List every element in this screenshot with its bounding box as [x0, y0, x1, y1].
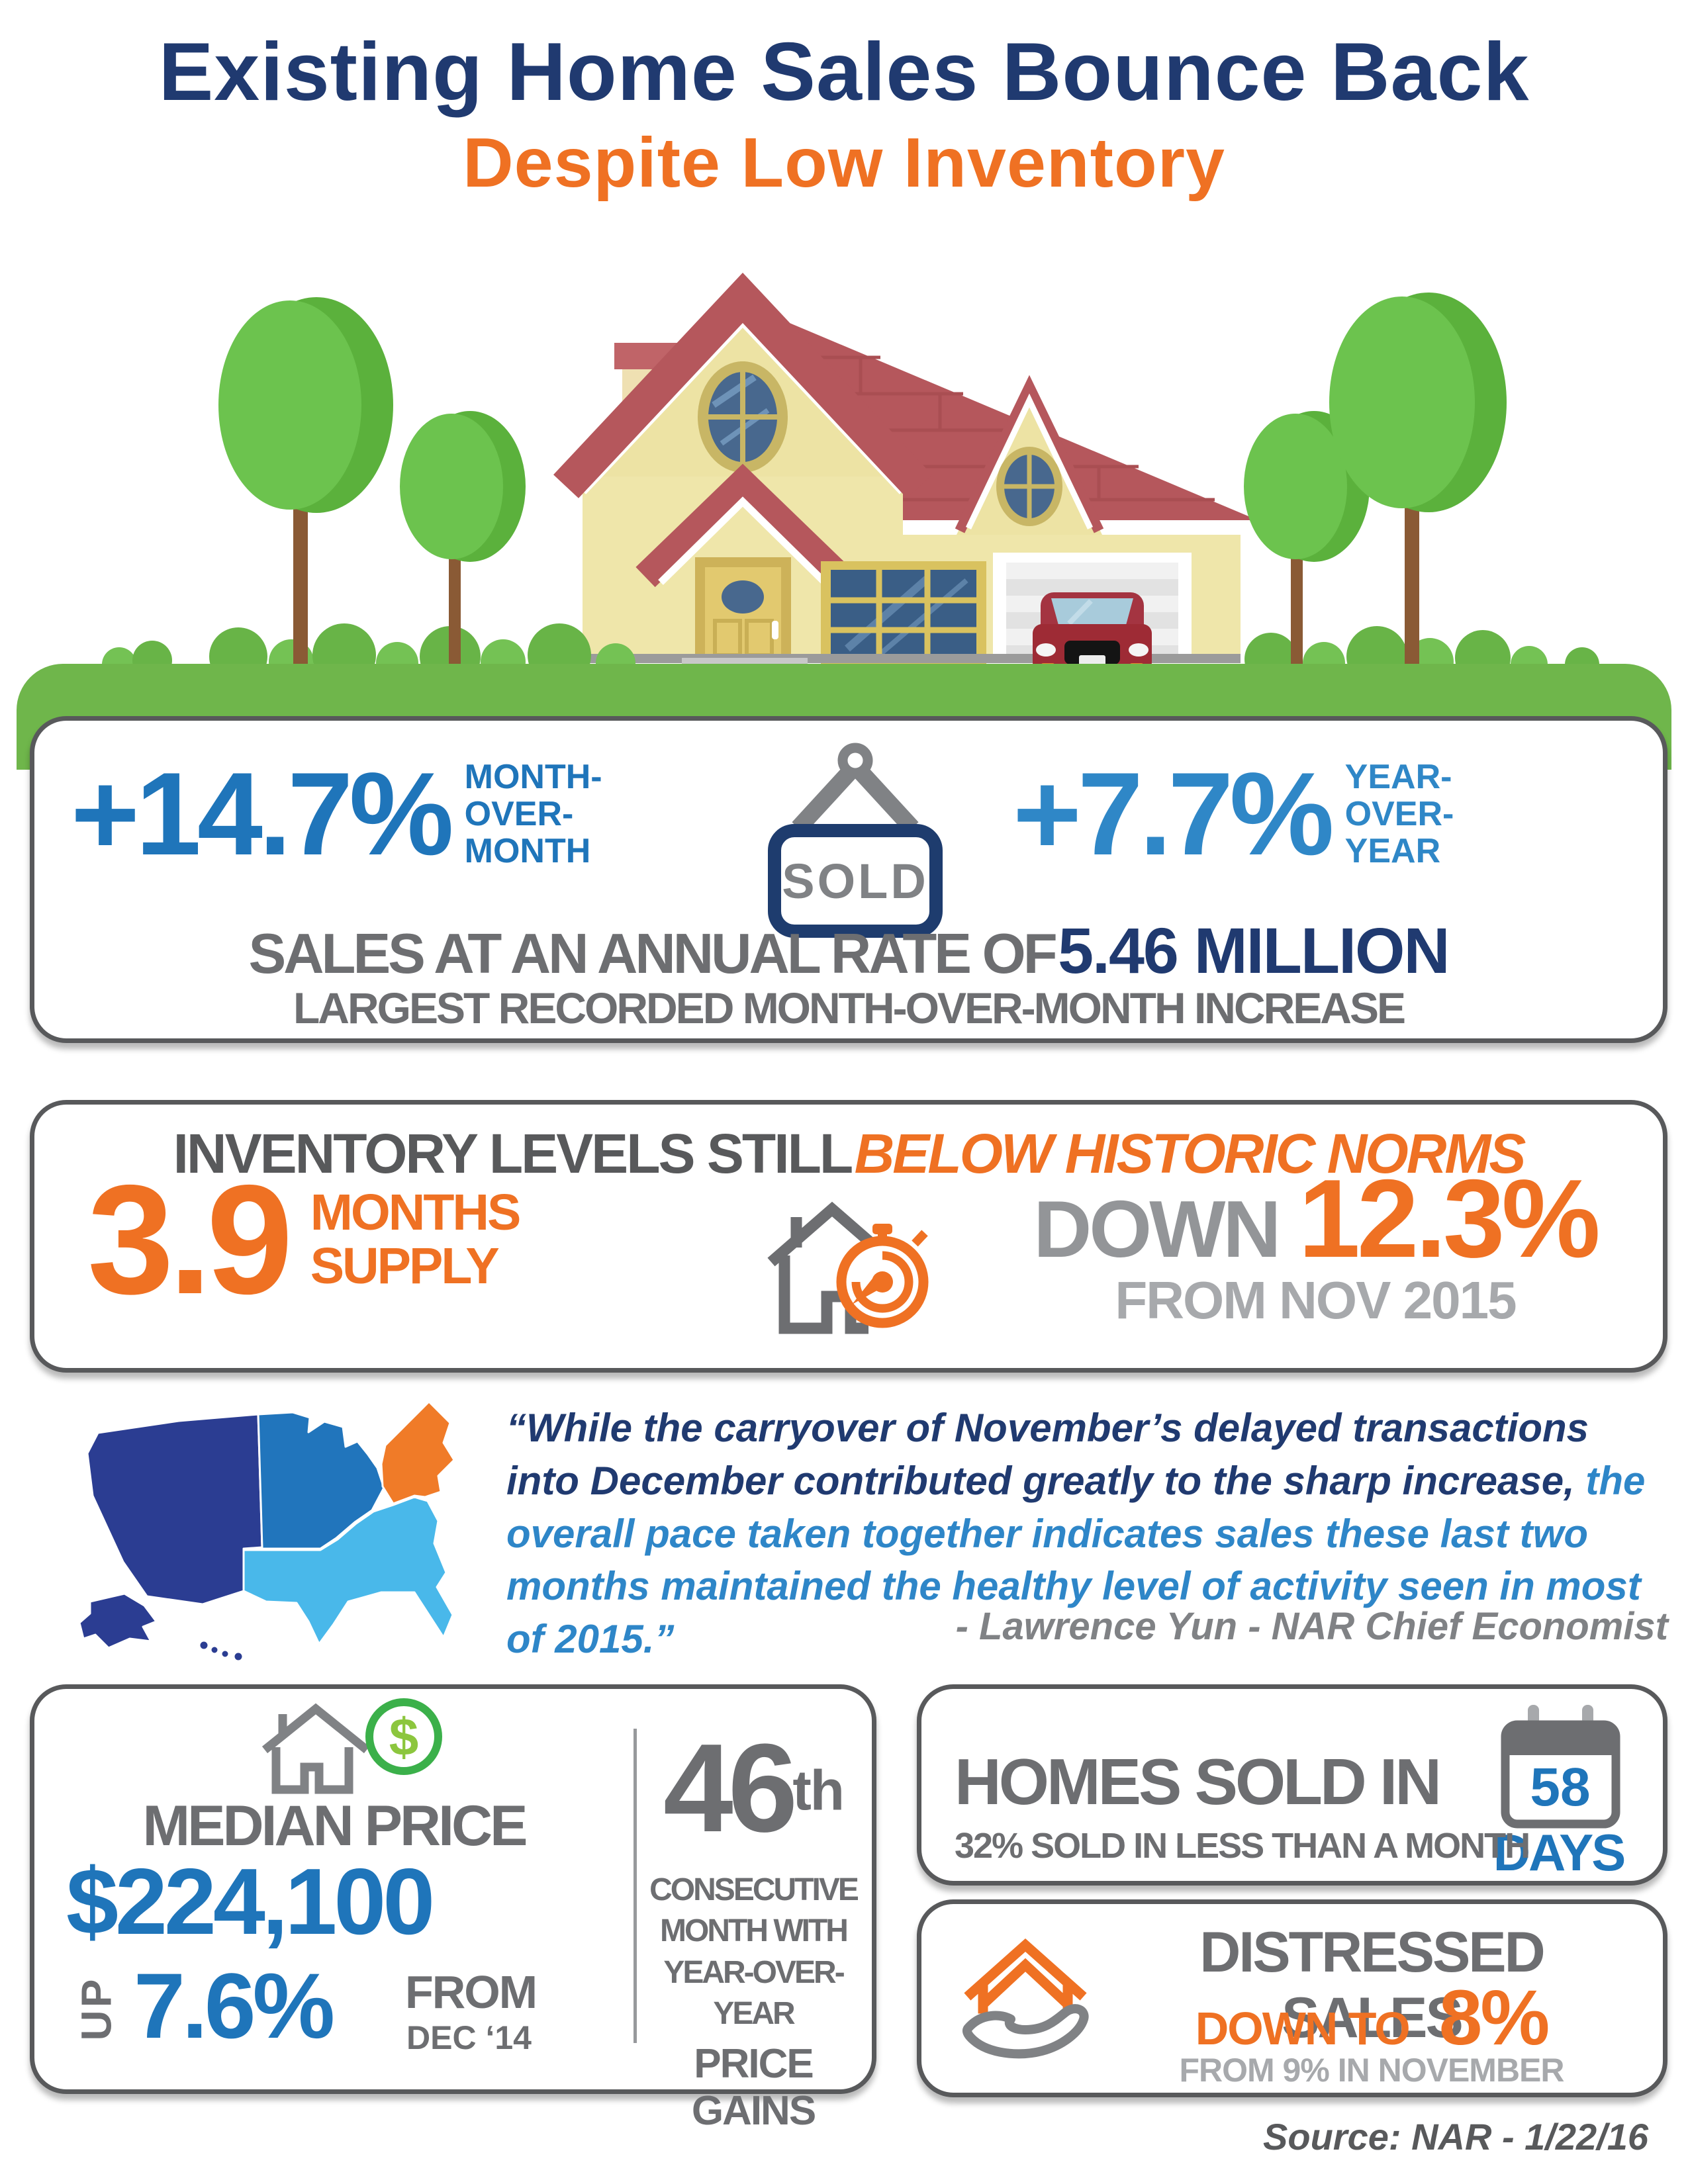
annual-rate-prefix: SALES AT AN ANNUAL RATE OF: [248, 923, 1057, 985]
sold-sign-label: SOLD: [782, 854, 929, 909]
down-to-label: DOWN TO: [1195, 2003, 1411, 2054]
homes-sold-box: HOMES SOLD IN 58 DAYS 32% SOLD IN LESS T…: [917, 1684, 1667, 1886]
inventory-headline-gray: INVENTORY LEVELS STILL: [173, 1122, 854, 1185]
supply-label: MONTHS SUPPLY: [310, 1183, 522, 1295]
quote-attribution: - Lawrence Yun - NAR Chief Economist: [955, 1605, 1668, 1648]
us-region-map: [78, 1400, 455, 1661]
homes-sold-headline: HOMES SOLD IN: [955, 1745, 1442, 1818]
sales-footnote: LARGEST RECORDED MONTH-OVER-MONTH INCREA…: [293, 983, 1406, 1032]
yoy-value: +7.7%: [1013, 748, 1335, 880]
year-over-year-stat: +7.7% YEAR- OVER- YEAR: [1013, 755, 1454, 873]
mom-value: +14.7%: [71, 748, 454, 880]
hand-house-icon: [962, 1938, 1089, 2059]
map-hawaii: [198, 1639, 244, 1661]
inventory-headline-orange: BELOW HISTORIC NORMS: [854, 1122, 1526, 1185]
house-stopwatch-icon: [767, 1201, 929, 1334]
median-price-value: $224,100: [66, 1849, 435, 1954]
annual-rate-value: 5.46 MILLION: [1058, 915, 1450, 987]
month-over-month-stat: +14.7% MONTH- OVER- MONTH: [71, 755, 602, 873]
days-value: 58: [1530, 1757, 1590, 1817]
distressed-subtext: FROM 9% IN NOVEMBER: [1179, 2052, 1564, 2089]
rank-bold-label: PRICE GAINS: [691, 2040, 816, 2134]
quote-lead: “While the carryover of November’s delay…: [506, 1406, 1589, 1503]
from-date: DEC ‘14: [406, 2019, 532, 2056]
months-supply-stat: 3.9 MONTHS SUPPLY: [87, 1152, 522, 1326]
rank-suffix: th: [792, 1759, 845, 1823]
sales-stats-box: +14.7% MONTH- OVER- MONTH SOLD +7.7% YEA…: [30, 716, 1667, 1043]
from-label: FROM: [405, 1966, 538, 2018]
rank-value: 46th: [663, 1718, 845, 1858]
vertical-divider: [633, 1729, 637, 2043]
mom-label: MONTH- OVER- MONTH: [464, 757, 602, 871]
supply-value: 3.9: [87, 1152, 293, 1326]
map-region-northeast: [380, 1400, 455, 1505]
map-region-midwest: [257, 1411, 385, 1550]
quote-body: the overall pace taken together indicate…: [506, 1458, 1646, 1662]
inventory-box: INVENTORY LEVELS STILL BELOW HISTORIC NO…: [30, 1100, 1667, 1373]
house-illustration: [553, 272, 1264, 672]
economist-quote: “While the carryover of November’s delay…: [506, 1402, 1668, 1666]
tree-left-small: [400, 411, 526, 665]
down-value: 12.3%: [1298, 1156, 1600, 1281]
up-value: 7.6%: [134, 1954, 335, 2058]
dollar-sign: $: [389, 1707, 419, 1766]
sold-sign-icon: SOLD: [768, 743, 943, 938]
tree-left-large: [218, 297, 393, 665]
distressed-stat: DOWN TO 8%: [1107, 1973, 1636, 2063]
tree-right-large: [1329, 293, 1507, 665]
consecutive-month-stat: 46th CONSECUTIVE MONTH WITH YEAR-OVER-YE…: [638, 1725, 868, 2134]
house-dollar-icon: $: [261, 1698, 442, 1794]
calendar-icon: 58: [1501, 1705, 1620, 1829]
rank-description: CONSECUTIVE MONTH WITH YEAR-OVER-YEAR: [649, 1872, 859, 2032]
median-price-title: MEDIAN PRICE: [142, 1794, 528, 1858]
days-label: DAYS: [1493, 1823, 1626, 1882]
homes-sold-subtext: 32% SOLD IN LESS THAN A MONTH: [955, 1826, 1530, 1866]
down-stat: DOWN 12.3% FROM NOV 2015: [981, 1163, 1650, 1331]
down-label: DOWN: [1033, 1184, 1281, 1274]
distressed-headline: DISTRESSED SALES: [1199, 1921, 1546, 2050]
distressed-sales-box: DISTRESSED SALES DOWN TO 8% FROM 9% IN N…: [917, 1899, 1667, 2097]
map-region-west: [86, 1413, 263, 1606]
map-region-south: [242, 1496, 454, 1645]
yoy-label: YEAR- OVER- YEAR: [1344, 757, 1454, 871]
page-title: Existing Home Sales Bounce Back: [158, 26, 1530, 118]
house-scene-illustration: [102, 272, 1599, 672]
map-alaska: [78, 1592, 158, 1649]
down-subtext: FROM NOV 2015: [1115, 1271, 1517, 1330]
page-subtitle: Despite Low Inventory: [463, 124, 1225, 202]
car-illustration: [1033, 592, 1152, 672]
up-label: UP: [72, 1976, 120, 2041]
source-citation: Source: NAR - 1/22/16: [1263, 2116, 1648, 2158]
inventory-headline: INVENTORY LEVELS STILL BELOW HISTORIC NO…: [34, 1122, 1663, 1186]
annual-rate-line: SALES AT AN ANNUAL RATE OF 5.46 MILLION: [34, 914, 1663, 988]
median-price-box: $ MEDIAN PRICE $224,100 UP 7.6% FROM DEC…: [30, 1684, 876, 2134]
distressed-value: 8%: [1438, 1974, 1550, 2062]
